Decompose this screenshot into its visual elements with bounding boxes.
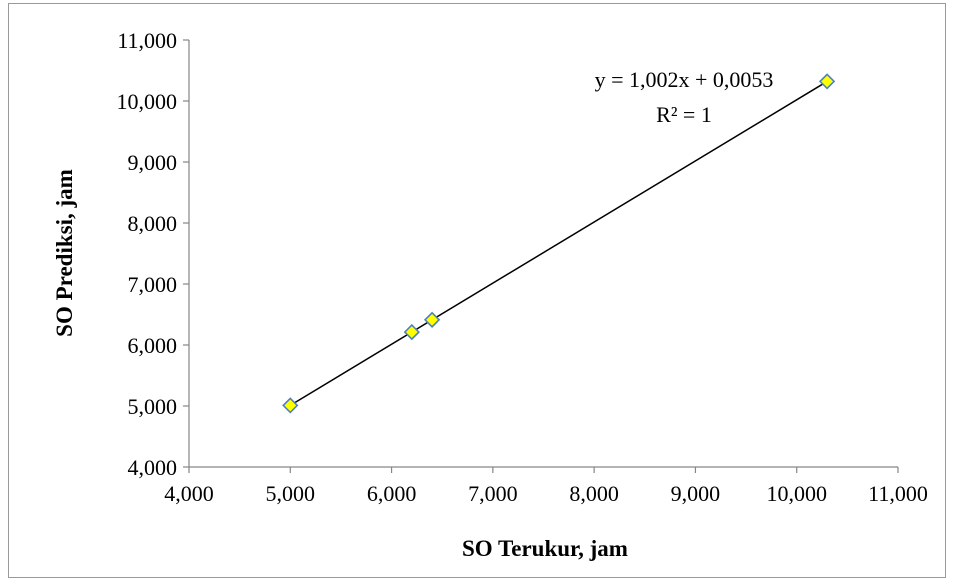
y-tick-label: 7,000 bbox=[128, 272, 178, 297]
data-point bbox=[403, 323, 420, 341]
chart-area bbox=[8, 3, 946, 578]
trendline bbox=[289, 80, 828, 407]
data-point bbox=[282, 397, 299, 414]
axes bbox=[183, 39, 899, 473]
x-tick-label: 8,000 bbox=[569, 481, 619, 506]
y-axis-title: SO Prediksi, jam bbox=[52, 169, 77, 337]
x-tick-label: 5,000 bbox=[266, 481, 316, 506]
data-point bbox=[423, 311, 441, 328]
x-tick-label: 11,000 bbox=[868, 481, 928, 506]
x-tick-label: 10,000 bbox=[766, 481, 827, 506]
y-tick-label: 5,000 bbox=[128, 394, 178, 419]
y-tick-label: 11,000 bbox=[117, 28, 177, 53]
data-points bbox=[282, 73, 836, 414]
tick-labels: 4,000 5,000 6,000 7,000 8,000 9,000 10,000 11,0… bbox=[117, 28, 928, 506]
x-tick-label: 4,000 bbox=[164, 481, 214, 506]
y-tick-label: 8,000 bbox=[128, 211, 178, 236]
y-tick-label: 6,000 bbox=[128, 333, 178, 358]
x-tick-label: 6,000 bbox=[367, 481, 417, 506]
x-tick-label: 9,000 bbox=[671, 481, 721, 506]
trendline-equation: y = 1,002x + 0,0053 bbox=[595, 67, 774, 92]
y-tick-label: 9,000 bbox=[128, 150, 178, 175]
r-squared-label: R² = 1 bbox=[656, 102, 712, 127]
y-tick-label: 4,000 bbox=[128, 455, 178, 480]
data-point bbox=[818, 73, 836, 90]
y-tick-label: 10,000 bbox=[117, 89, 178, 114]
x-tick-label: 7,000 bbox=[468, 481, 518, 506]
x-axis-title: SO Terukur, jam bbox=[462, 536, 628, 561]
trendline-line bbox=[289, 80, 828, 407]
